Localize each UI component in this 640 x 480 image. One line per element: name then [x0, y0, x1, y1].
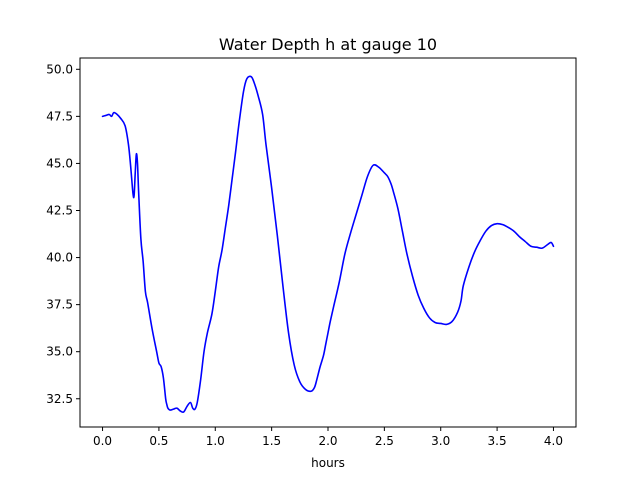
- x-tick-label: 2.5: [375, 434, 394, 448]
- y-tick-label: 45.0: [46, 156, 73, 170]
- x-tick-label: 2.0: [318, 434, 337, 448]
- series-layer: [101, 75, 555, 414]
- y-tick-label: 47.5: [46, 109, 73, 123]
- x-tick-label: 4.0: [544, 434, 563, 448]
- x-tick-label: 1.0: [206, 434, 225, 448]
- x-axis-label: hours: [311, 456, 345, 470]
- x-tick-label: 3.0: [431, 434, 450, 448]
- x-tick-label: 0.0: [93, 434, 112, 448]
- x-tick-label: 3.5: [488, 434, 507, 448]
- y-tick-label: 42.5: [46, 203, 73, 217]
- plot-frame: [79, 57, 577, 428]
- y-tick-label: 37.5: [46, 298, 73, 312]
- y-axis-ticks: 32.5 35.0 37.5 40.0 42.5 45.0 47.5 50.0: [46, 62, 80, 406]
- x-axis-ticks: 0.0 0.5 1.0 1.5 2.0 2.5 3.0 3.5 4.0: [93, 427, 563, 448]
- y-tick-label: 50.0: [46, 62, 73, 76]
- y-tick-label: 40.0: [46, 251, 73, 265]
- x-tick-label: 0.5: [149, 434, 168, 448]
- y-tick-label: 35.0: [46, 345, 73, 359]
- chart-title: Water Depth h at gauge 10: [219, 35, 437, 54]
- y-tick-label: 32.5: [46, 392, 73, 406]
- x-tick-label: 1.5: [262, 434, 281, 448]
- series-line-0: [101, 75, 555, 414]
